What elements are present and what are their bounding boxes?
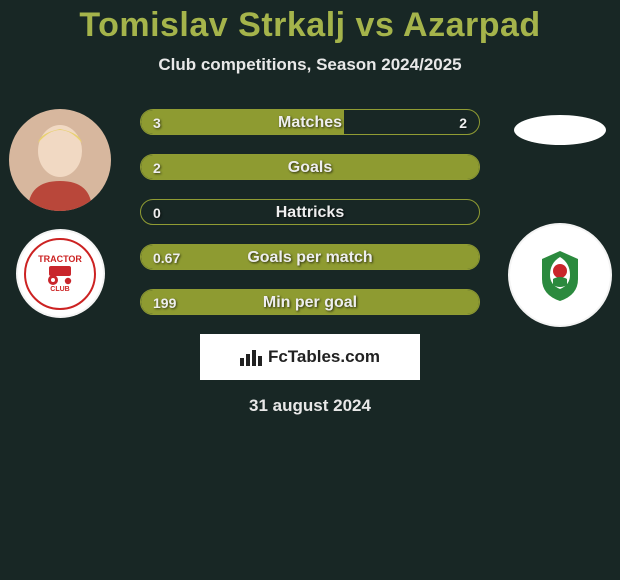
player-avatar	[9, 109, 111, 211]
bar-left-value: 2	[153, 155, 161, 180]
bar-label: Hattricks	[276, 204, 344, 221]
bar-label: Min per goal	[263, 294, 357, 311]
page-title: Tomislav Strkalj vs Azarpad	[0, 6, 620, 45]
bar-left-value: 0.67	[153, 245, 180, 270]
bar-min-per-goal: 199 Min per goal	[140, 289, 480, 315]
left-player-column: TRACTOR CLUB	[0, 109, 120, 316]
tractor-label: TRACTOR	[38, 254, 82, 264]
left-club-badge: TRACTOR CLUB	[18, 231, 103, 316]
bar-hattricks: 0 Hattricks	[140, 199, 480, 225]
date-text: 31 august 2024	[0, 396, 620, 416]
bar-label: Goals	[288, 159, 332, 176]
zob-ahan-crest-icon	[530, 245, 590, 305]
tractor-sublabel: CLUB	[50, 286, 69, 293]
bar-goals: 2 Goals	[140, 154, 480, 180]
bar-left-value: 199	[153, 290, 176, 315]
right-team-column	[500, 109, 620, 325]
bar-left-value: 3	[153, 110, 161, 135]
watermark-box: FcTables.com	[200, 334, 420, 380]
barchart-icon	[240, 348, 262, 366]
right-top-oval	[514, 115, 606, 145]
player-silhouette-icon	[20, 123, 100, 211]
bar-goals-per-match: 0.67 Goals per match	[140, 244, 480, 270]
bar-label: Goals per match	[247, 249, 372, 266]
right-club-badge	[510, 225, 610, 325]
bar-right-value: 2	[459, 110, 467, 135]
bar-matches: 3 Matches 2	[140, 109, 480, 135]
stats-bars: 3 Matches 2 2 Goals 0 Hattricks 0.67 Goa…	[140, 109, 480, 315]
page-subtitle: Club competitions, Season 2024/2025	[0, 55, 620, 75]
bar-left-value: 0	[153, 200, 161, 225]
watermark-text: FcTables.com	[268, 347, 380, 367]
tractor-icon	[43, 264, 77, 286]
bar-label: Matches	[278, 114, 342, 131]
